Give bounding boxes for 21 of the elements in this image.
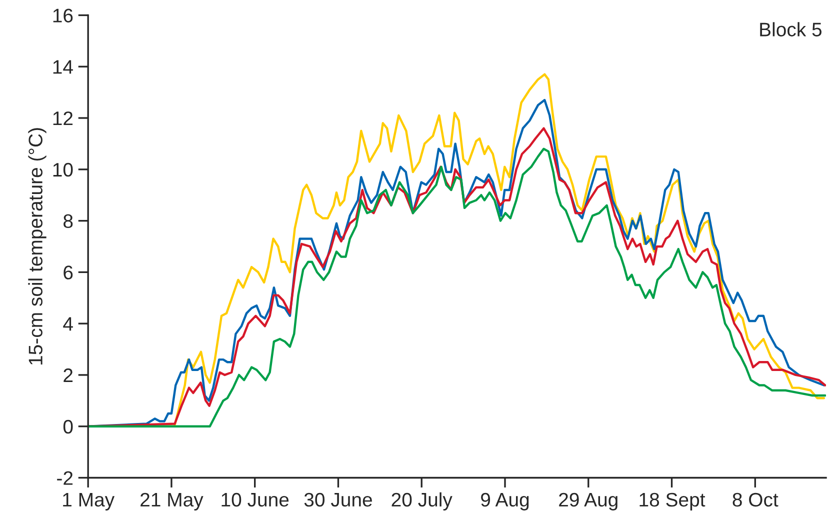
y-tick-label: 8 [64, 214, 73, 228]
y-tick-label: 14 [53, 60, 73, 74]
x-tick-label: 30 June [304, 492, 372, 507]
x-tick-label: 20 July [392, 492, 452, 510]
y-tick-label: -2 [57, 471, 73, 485]
y-tick-label: 16 [53, 8, 73, 22]
x-tick-label: 8 Oct [732, 492, 778, 507]
x-tick-label: 21 May [140, 492, 204, 510]
x-tick-label: 29 Aug [559, 492, 618, 510]
x-tick-label: 18 Sept [640, 492, 706, 510]
y-axis-title: 15-cm soil temperature (°C) [28, 128, 46, 364]
x-tick-label: 9 Aug [481, 492, 529, 510]
y-tick-label: 2 [64, 368, 73, 382]
y-tick-label: 10 [53, 162, 73, 177]
x-tick-label: 10 June [222, 492, 289, 507]
x-tick-label: 1 May [63, 493, 115, 510]
y-tick-label: 4 [63, 317, 73, 331]
y-tick-label: 0 [63, 420, 73, 434]
y-tick-label: 12 [53, 111, 73, 126]
chart-title: Block 5 [760, 22, 822, 36]
y-tick-label: 6 [64, 266, 73, 280]
